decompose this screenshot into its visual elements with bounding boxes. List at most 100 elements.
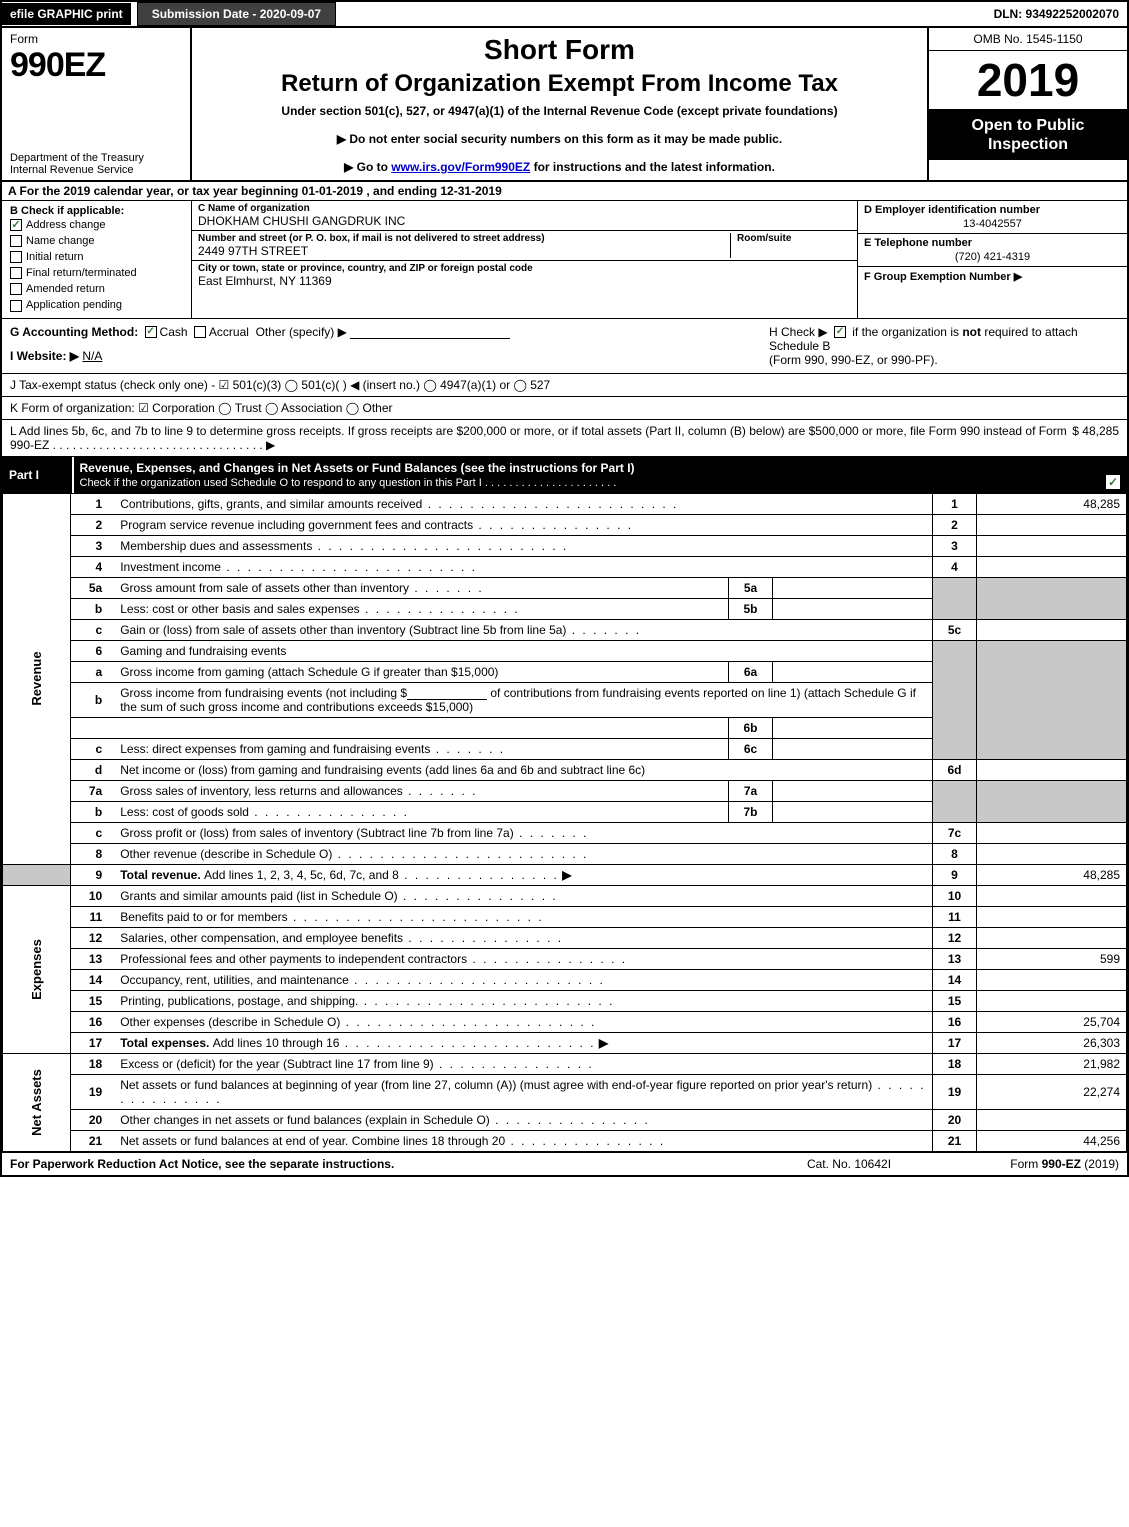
- line-7c-num: c: [70, 822, 114, 843]
- line-12-val: [977, 927, 1127, 948]
- lbl-other: Other (specify) ▶: [256, 325, 347, 339]
- line-10-desc: Grants and similar amounts paid (list in…: [114, 885, 932, 906]
- line-6b-cont: [114, 717, 728, 738]
- section-g-accounting: G Accounting Method: Cash Accrual Other …: [10, 325, 769, 363]
- lines-table: Revenue 1 Contributions, gifts, grants, …: [2, 493, 1127, 1152]
- line-7c-desc: Gross profit or (loss) from sales of inv…: [114, 822, 932, 843]
- line-11-val: [977, 906, 1127, 927]
- chk-amended-return: Amended return: [10, 281, 183, 297]
- ein-value: 13-4042557: [864, 216, 1121, 230]
- lbl-cash: Cash: [160, 325, 188, 339]
- line-15-val: [977, 990, 1127, 1011]
- line-19-val: 22,274: [977, 1074, 1127, 1109]
- line-8-box: 8: [933, 843, 977, 864]
- line-20-val: [977, 1109, 1127, 1130]
- chk-name-change: Name change: [10, 233, 183, 249]
- row-k-form-org: K Form of organization: ☑ Corporation ◯ …: [2, 397, 1127, 420]
- line-12-num: 12: [70, 927, 114, 948]
- line-8-val: [977, 843, 1127, 864]
- top-bar: efile GRAPHIC print Submission Date - 20…: [2, 2, 1127, 28]
- line-16-num: 16: [70, 1011, 114, 1032]
- line-20-box: 20: [933, 1109, 977, 1130]
- line-6b-sub: 6b: [729, 717, 773, 738]
- chk-address-change: Address change: [10, 217, 183, 233]
- k-text: K Form of organization: ☑ Corporation ◯ …: [10, 401, 393, 415]
- header-right: OMB No. 1545-1150 2019 Open to Public In…: [927, 28, 1127, 180]
- line-18-num: 18: [70, 1053, 114, 1074]
- line-16-desc: Other expenses (describe in Schedule O): [114, 1011, 932, 1032]
- catalog-number: Cat. No. 10642I: [759, 1157, 939, 1171]
- header-mid: Short Form Return of Organization Exempt…: [192, 28, 927, 180]
- form-number: 990EZ: [10, 46, 182, 85]
- line-12-desc: Salaries, other compensation, and employ…: [114, 927, 932, 948]
- line-6-desc: Gaming and fundraising events: [114, 640, 932, 661]
- chk-cash: [142, 325, 160, 339]
- revenue-spacer: [3, 864, 71, 885]
- city-state-zip: East Elmhurst, NY 11369: [198, 274, 851, 288]
- row-l-gross-receipts: L Add lines 5b, 6c, and 7b to line 9 to …: [2, 420, 1127, 457]
- section-a-tax-year: A For the 2019 calendar year, or tax yea…: [2, 182, 1127, 201]
- line-17-val: 26,303: [977, 1032, 1127, 1053]
- line-8-desc: Other revenue (describe in Schedule O): [114, 843, 932, 864]
- line-7ab-greybox: [933, 780, 977, 822]
- line-5ab-greyval: [977, 577, 1127, 619]
- org-name: DHOKHAM CHUSHI GANGDRUK INC: [198, 214, 851, 228]
- dept-irs: Internal Revenue Service: [10, 164, 182, 176]
- line-21-box: 21: [933, 1130, 977, 1151]
- h-text3: (Form 990, 990-EZ, or 990-PF).: [769, 353, 1119, 367]
- line-7b-num: b: [70, 801, 114, 822]
- paperwork-reduction-notice: For Paperwork Reduction Act Notice, see …: [10, 1157, 759, 1171]
- l-value: $ 48,285: [1072, 424, 1119, 452]
- line-16-val: 25,704: [977, 1011, 1127, 1032]
- other-specify-line: [350, 325, 510, 339]
- g-label: G Accounting Method:: [10, 325, 138, 339]
- line-7c-box: 7c: [933, 822, 977, 843]
- line-6b-num: b: [70, 682, 114, 717]
- line-6d-desc: Net income or (loss) from gaming and fun…: [114, 759, 932, 780]
- efile-graphic-print: efile GRAPHIC print: [2, 3, 131, 25]
- line-5a-sub: 5a: [729, 577, 773, 598]
- chk-initial-return: Initial return: [10, 249, 183, 265]
- line-13-val: 599: [977, 948, 1127, 969]
- goto-suffix: for instructions and the latest informat…: [530, 160, 775, 174]
- line-14-val: [977, 969, 1127, 990]
- line-6b-desc: Gross income from fundraising events (no…: [114, 682, 932, 717]
- section-h-schedule-b: H Check ▶ if the organization is not req…: [769, 325, 1119, 367]
- line-6-greyval: [977, 640, 1127, 759]
- line-17-desc: Total expenses. Add lines 10 through 16: [114, 1032, 932, 1053]
- line-6d-num: d: [70, 759, 114, 780]
- netassets-section-label: Net Assets: [3, 1053, 71, 1151]
- line-6a-sub: 6a: [729, 661, 773, 682]
- telephone-value: (720) 421-4319: [864, 249, 1121, 263]
- line-7b-subval: [773, 801, 933, 822]
- line-5b-desc: Less: cost or other basis and sales expe…: [114, 598, 728, 619]
- line-1-num: 1: [70, 493, 114, 514]
- part1-title: Revenue, Expenses, and Changes in Net As…: [80, 461, 635, 475]
- lbl-accrual: Accrual: [209, 325, 249, 339]
- line-21-num: 21: [70, 1130, 114, 1151]
- line-17-box: 17: [933, 1032, 977, 1053]
- line-18-val: 21,982: [977, 1053, 1127, 1074]
- line-6a-num: a: [70, 661, 114, 682]
- line-8-num: 8: [70, 843, 114, 864]
- section-b-label: B Check if applicable:: [10, 205, 183, 217]
- line-14-num: 14: [70, 969, 114, 990]
- submission-date: Submission Date - 2020-09-07: [137, 2, 336, 26]
- line-13-num: 13: [70, 948, 114, 969]
- city-label: City or town, state or province, country…: [198, 263, 851, 274]
- line-19-num: 19: [70, 1074, 114, 1109]
- line-6b-subval: [773, 717, 933, 738]
- line-13-desc: Professional fees and other payments to …: [114, 948, 932, 969]
- part1-title-cell: Revenue, Expenses, and Changes in Net As…: [73, 457, 1127, 492]
- line-16-box: 16: [933, 1011, 977, 1032]
- section-b-check-applicable: B Check if applicable: Address change Na…: [2, 201, 192, 318]
- line-19-box: 19: [933, 1074, 977, 1109]
- line-9-val: 48,285: [977, 864, 1127, 885]
- line-4-val: [977, 556, 1127, 577]
- line-4-box: 4: [933, 556, 977, 577]
- l-text: L Add lines 5b, 6c, and 7b to line 9 to …: [10, 424, 1072, 452]
- chk-schedule-b-not-required: [831, 325, 849, 339]
- under-section: Under section 501(c), 527, or 4947(a)(1)…: [202, 104, 917, 118]
- line-6c-desc: Less: direct expenses from gaming and fu…: [114, 738, 728, 759]
- goto-link[interactable]: www.irs.gov/Form990EZ: [391, 160, 530, 174]
